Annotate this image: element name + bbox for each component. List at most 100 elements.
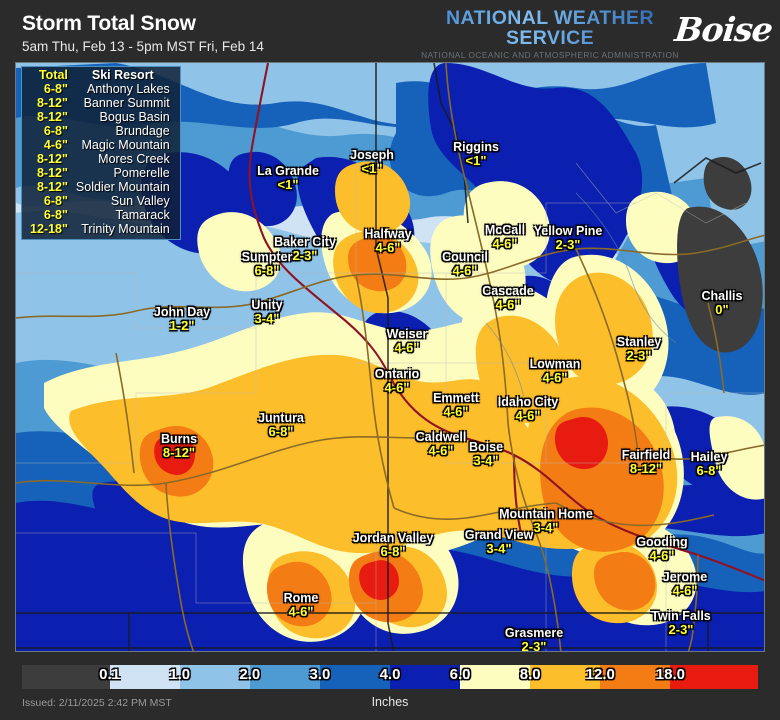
city-label: Caldwell 4-6" — [416, 431, 467, 457]
city-name: Sumpter — [241, 250, 293, 264]
city-label: Unity 3-4" — [251, 299, 282, 325]
table-row: 4-6" Magic Mountain — [26, 138, 174, 152]
agency-subtitle: NATIONAL OCEANIC AND ATMOSPHERIC ADMINIS… — [421, 49, 679, 60]
colorbar-band — [460, 665, 531, 689]
city-name: Juntura — [258, 411, 304, 425]
city-snow-value: 2-3" — [292, 247, 318, 263]
ski-resort-cell: Anthony Lakes — [87, 82, 170, 96]
ski-resort-cell: Bogus Basin — [99, 110, 170, 124]
city-snow-value: 6-8" — [380, 543, 406, 559]
ski-resort-cell: Pomerelle — [113, 166, 170, 180]
snow-map[interactable]: Total Ski Resort 6-8" Anthony Lakes 8-12" B… — [15, 62, 765, 652]
city-name: Mountain Home — [499, 507, 593, 521]
city-name: Cascade — [482, 284, 534, 298]
table-row: 8-12" Bogus Basin — [26, 110, 174, 124]
colorbar-gradient — [22, 665, 758, 689]
table-row: 6-8" Brundage — [26, 124, 174, 138]
city-name: Ontario — [374, 367, 420, 381]
city-name: Emmett — [433, 391, 479, 405]
city-snow-value: 4-6" — [492, 235, 518, 251]
city-label: Boise 3-4" — [469, 441, 503, 467]
ski-total-cell: 6-8" — [43, 208, 68, 222]
city-snow-value: 4-6" — [649, 547, 675, 563]
colorbar-band — [530, 665, 601, 689]
city-label: Fairfield 8-12" — [622, 449, 671, 475]
valid-period: 5am Thu, Feb 13 - 5pm MST Fri, Feb 14 — [22, 39, 264, 54]
ski-total-cell: 4-6" — [43, 138, 68, 152]
ski-total-cell: 8-12" — [36, 110, 68, 124]
city-label: Halfway 4-6" — [364, 228, 411, 254]
city-snow-value: 8-12" — [629, 460, 663, 476]
city-snow-value: 4-6" — [375, 239, 401, 255]
city-name: Stanley — [616, 335, 662, 349]
city-label: Stanley 2-3" — [617, 336, 661, 362]
city-label: Jordan Valley 6-8" — [353, 532, 434, 558]
colorbar-band — [600, 665, 671, 689]
city-name: Burns — [160, 432, 198, 446]
city-name: Jordan Valley — [352, 531, 434, 545]
city-label: Weiser 4-6" — [387, 328, 428, 354]
city-name: Rome — [283, 591, 319, 605]
city-snow-value: 8-12" — [162, 444, 196, 460]
colorbar-band — [249, 665, 320, 689]
city-snow-value: <1" — [277, 176, 299, 192]
city-name: Challis — [701, 289, 743, 303]
city-snow-value: 3-4" — [486, 540, 512, 556]
city-name: Hailey — [690, 450, 728, 464]
page-header: Storm Total Snow 5am Thu, Feb 13 - 5pm M… — [0, 0, 780, 76]
city-snow-value: 3-4" — [254, 310, 280, 326]
city-label: Burns 8-12" — [161, 433, 197, 459]
city-snow-value: 4-6" — [443, 403, 469, 419]
city-label: Idaho City 4-6" — [498, 396, 558, 422]
city-snow-value: 4-6" — [672, 582, 698, 598]
city-snow-value: 4-6" — [384, 379, 410, 395]
colorbar-band — [670, 665, 758, 689]
city-label: Riggins <1" — [453, 141, 499, 167]
city-snow-value: 1-2" — [169, 317, 195, 333]
city-snow-value: 4-6" — [542, 369, 568, 385]
city-label: Juntura 6-8" — [258, 412, 304, 438]
ski-total-cell: 6-8" — [43, 194, 68, 208]
colorbar-band — [390, 665, 461, 689]
city-snow-value: 2-3" — [555, 236, 581, 252]
city-name: Halfway — [364, 227, 412, 241]
city-snow-value: 3-4" — [533, 519, 559, 535]
city-name: La Grande — [257, 164, 319, 178]
city-name: Yellow Pine — [533, 224, 603, 238]
city-label: John Day 1-2" — [154, 306, 210, 332]
city-label: Council 4-6" — [442, 251, 488, 277]
city-name: Baker City — [274, 235, 336, 249]
colorbar-band — [22, 665, 110, 689]
city-snow-value: <1" — [465, 152, 487, 168]
city-label: Lowman 4-6" — [530, 358, 581, 384]
city-label: La Grande <1" — [257, 165, 319, 191]
ski-total-cell: 8-12" — [36, 96, 68, 110]
ski-resort-cell: Magic Mountain — [81, 138, 170, 152]
colorbar-tick-label: 2.0 — [239, 666, 261, 683]
ski-resort-cell: Sun Valley — [110, 194, 170, 208]
column-header-resort: Ski Resort — [91, 68, 154, 82]
ski-resort-cell: Mores Creek — [98, 152, 170, 166]
ski-total-cell: 6-8" — [43, 124, 68, 138]
table-row: 8-12" Soldier Mountain — [26, 180, 174, 194]
city-snow-value: 4-6" — [495, 296, 521, 312]
city-name: Unity — [251, 298, 283, 312]
table-row: 12-18" Trinity Mountain — [26, 222, 174, 236]
ski-total-cell: 8-12" — [36, 166, 68, 180]
ski-resort-rows: 6-8" Anthony Lakes 8-12" Banner Summit 8-12"… — [26, 82, 174, 236]
ski-resort-cell: Banner Summit — [83, 96, 170, 110]
ski-resort-cell: Soldier Mountain — [75, 180, 170, 194]
city-name: Gooding — [636, 535, 688, 549]
colorbar-band — [319, 665, 390, 689]
ski-resort-cell: Trinity Mountain — [81, 222, 170, 236]
ski-resort-cell: Tamarack — [115, 208, 170, 222]
city-snow-value: 6-8" — [268, 423, 294, 439]
table-header-row: Total Ski Resort — [26, 68, 174, 82]
city-label: McCall 4-6" — [485, 224, 525, 250]
city-snow-value: 2-3" — [668, 621, 694, 637]
city-name: Caldwell — [415, 430, 467, 444]
table-row: 8-12" Pomerelle — [26, 166, 174, 180]
city-label: Ontario 4-6" — [375, 368, 419, 394]
city-name: Boise — [468, 440, 504, 454]
city-name: Lowman — [529, 357, 581, 371]
